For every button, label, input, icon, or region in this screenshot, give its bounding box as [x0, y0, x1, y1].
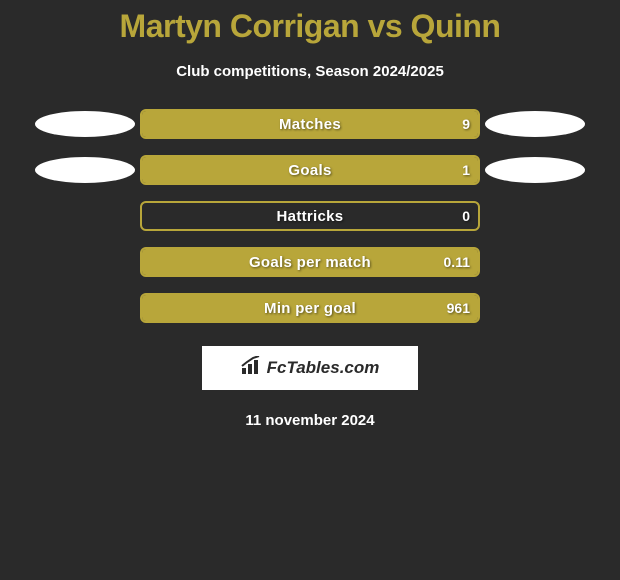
bar-content: Goals: [142, 157, 478, 183]
stat-value-right: 1: [462, 157, 470, 183]
stat-value-right: 0.11: [444, 249, 470, 275]
bar-content: Min per goal: [142, 295, 478, 321]
stat-label: Goals: [288, 162, 331, 179]
stat-row: Goals per match 0.11: [0, 246, 620, 278]
player-left-slot: [30, 157, 140, 183]
stat-bar: Goals 1: [140, 155, 480, 185]
stat-row: Min per goal 961: [0, 292, 620, 324]
stats-list: Matches 9 Goals 1 Hattricks 0 Goals per match 0…: [0, 108, 620, 324]
bar-content: Goals per match: [142, 249, 478, 275]
player-right-slot: [480, 157, 590, 183]
player-face-icon: [485, 157, 585, 183]
player-left-slot: [30, 111, 140, 137]
stat-bar: Min per goal 961: [140, 293, 480, 323]
comparison-container: Martyn Corrigan vs Quinn Club competitio…: [0, 0, 620, 429]
stat-value-right: 0: [462, 203, 470, 229]
date-text: 11 november 2024: [0, 412, 620, 429]
stat-label: Min per goal: [264, 300, 356, 317]
stat-row: Hattricks 0: [0, 200, 620, 232]
stat-row: Matches 9: [0, 108, 620, 140]
stat-bar: Hattricks 0: [140, 201, 480, 231]
stat-bar: Goals per match 0.11: [140, 247, 480, 277]
stat-row: Goals 1: [0, 154, 620, 186]
chart-icon: [241, 356, 263, 380]
stat-label: Goals per match: [249, 254, 371, 271]
bar-content: Matches: [142, 111, 478, 137]
player-face-icon: [35, 111, 135, 137]
logo-text: FcTables.com: [267, 358, 380, 378]
stat-bar: Matches 9: [140, 109, 480, 139]
player-right-slot: [480, 111, 590, 137]
stat-label: Matches: [279, 116, 341, 133]
subtitle: Club competitions, Season 2024/2025: [0, 63, 620, 80]
stat-value-right: 9: [462, 111, 470, 137]
stat-label: Hattricks: [277, 208, 344, 225]
player-face-icon: [485, 111, 585, 137]
bar-content: Hattricks: [142, 203, 478, 229]
stat-value-right: 961: [447, 295, 470, 321]
logo-box[interactable]: FcTables.com: [202, 346, 418, 390]
player-face-icon: [35, 157, 135, 183]
page-title: Martyn Corrigan vs Quinn: [0, 8, 620, 45]
